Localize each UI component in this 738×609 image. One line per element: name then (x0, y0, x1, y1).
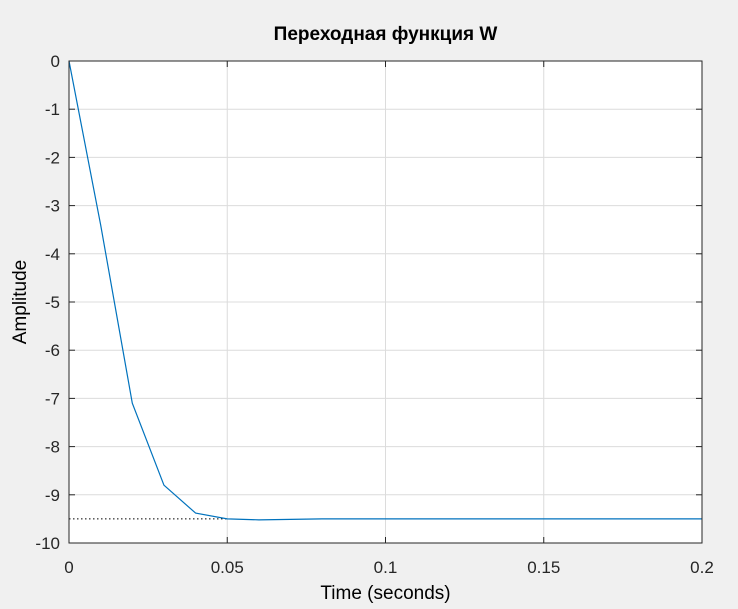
y-tick-label: -4 (45, 245, 60, 264)
y-tick-label: -2 (45, 148, 60, 167)
x-tick-labels: 0 0.05 0.1 0.15 0.2 (64, 558, 714, 577)
x-tick-label: 0.2 (690, 558, 714, 577)
y-axis-title: Amplitude (10, 260, 31, 345)
y-tick-label: -5 (45, 293, 60, 312)
x-tick-label: 0.15 (527, 558, 560, 577)
y-tick-label: -7 (45, 389, 60, 408)
y-tick-labels: 0 -1 -2 -3 -4 -5 -6 -7 -8 -9 -10 (35, 52, 60, 553)
chart-title: Переходная функция W (274, 24, 498, 45)
y-tick-label: -1 (45, 100, 60, 119)
x-axis-title: Time (seconds) (320, 583, 450, 604)
y-tick-label: -9 (45, 486, 60, 505)
x-tick-label: 0.1 (374, 558, 398, 577)
y-tick-label: -8 (45, 438, 60, 457)
ticks (68, 60, 703, 544)
x-tick-label: 0 (64, 558, 73, 577)
y-tick-label: -3 (45, 197, 60, 216)
y-tick-label: -6 (45, 341, 60, 360)
x-tick-label: 0.05 (211, 558, 244, 577)
grid (68, 60, 703, 544)
series-line-step-response (68, 60, 702, 521)
y-tick-label: 0 (51, 52, 60, 71)
y-tick-label: -10 (35, 534, 60, 553)
